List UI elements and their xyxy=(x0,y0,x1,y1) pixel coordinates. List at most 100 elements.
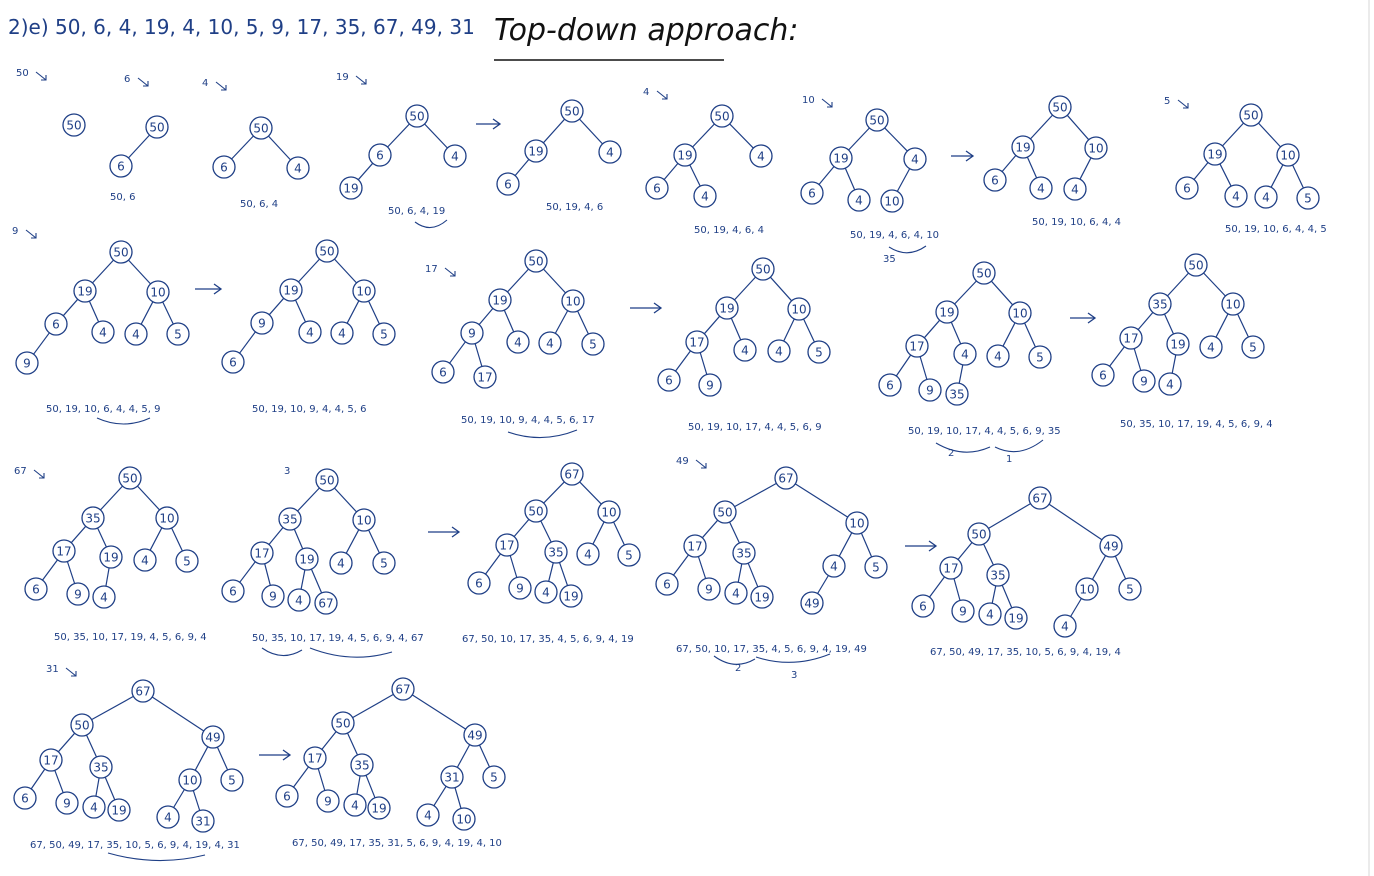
heap-tree-5: 50 19 4 6 50, 19, 4, 6 xyxy=(496,99,622,213)
tree-edge xyxy=(507,268,529,293)
tree-node: 9 xyxy=(55,791,79,815)
array-caption: 50, 6, 4, 19 xyxy=(388,206,445,217)
tree-node: 50 xyxy=(1239,103,1263,127)
tree-edge xyxy=(357,162,374,181)
node-circle xyxy=(82,795,106,819)
tree-node: 35 xyxy=(732,541,756,565)
tree-edge xyxy=(128,259,151,285)
array-caption: 67, 50, 49, 17, 35, 10, 5, 6, 9, 4, 19, … xyxy=(30,840,240,851)
tree-node: 35 xyxy=(986,563,1010,587)
tree-edge xyxy=(268,297,285,316)
tree-node: 4 xyxy=(1254,185,1278,209)
tree-edge xyxy=(542,118,566,144)
tree-node: 50 xyxy=(109,240,133,264)
tree-edge xyxy=(1237,313,1249,338)
tree-node: 4 xyxy=(598,140,622,164)
tree-edge xyxy=(509,555,518,578)
tree-edge xyxy=(100,485,123,511)
node-value: 5 xyxy=(872,561,880,575)
tree-edge xyxy=(57,732,76,753)
node-value: 4 xyxy=(701,190,709,204)
node-circle xyxy=(488,288,512,312)
node-value: 10 xyxy=(356,514,371,528)
node-value: 4 xyxy=(1061,620,1069,634)
tree-node: 50 xyxy=(62,113,86,137)
node-value: 17 xyxy=(909,340,924,354)
node-circle xyxy=(316,789,340,813)
tree-node: 19 xyxy=(367,796,391,820)
tree-edge xyxy=(356,775,361,795)
tree-node: 17 xyxy=(905,334,929,358)
heap-tree-1: 50 50 xyxy=(16,68,86,137)
heap-tree-4: 50 6 4 19 19 50, 6, 4, 19 xyxy=(336,72,467,217)
node-value: 6 xyxy=(229,585,237,599)
tree-edge xyxy=(1024,322,1036,348)
transition-arrow xyxy=(259,749,292,761)
tree-node: 67 xyxy=(314,591,338,615)
tree-node: 10 xyxy=(787,297,811,321)
tree-node: 4 xyxy=(330,321,354,345)
tree-node: 19 xyxy=(829,146,853,170)
tree-edge xyxy=(368,300,380,325)
tree-node: 10 xyxy=(1221,292,1245,316)
tree-node: 17 xyxy=(303,746,327,770)
tree-node: 19 xyxy=(339,176,363,200)
tree-node: 50 xyxy=(145,115,169,139)
node-value: 4 xyxy=(351,799,359,813)
node-value: 19 xyxy=(1207,148,1222,162)
tree-node: 4 xyxy=(82,795,106,819)
node-value: 9 xyxy=(63,797,71,811)
node-circle xyxy=(1166,332,1190,356)
node-circle xyxy=(287,588,311,612)
array-caption: 50, 19, 4, 6, 4, 10 xyxy=(850,230,939,241)
tree-node: 19 xyxy=(750,585,774,609)
tree-edge xyxy=(543,268,566,294)
tree-node: 17 xyxy=(473,365,497,389)
tree-node: 4 xyxy=(576,542,600,566)
tree-edge xyxy=(953,578,961,601)
insert-step-label: 19 xyxy=(336,72,349,83)
tree-node: 49 xyxy=(201,725,225,749)
node-circle xyxy=(878,373,902,397)
node-value: 50 xyxy=(528,505,543,519)
node-value: 4 xyxy=(141,554,149,568)
node-circle xyxy=(343,793,367,817)
node-value: 9 xyxy=(258,317,266,331)
node-circle xyxy=(350,753,374,777)
tree-edge xyxy=(991,585,997,604)
tree-edge xyxy=(577,310,589,335)
node-value: 67 xyxy=(318,597,333,611)
node-value: 4 xyxy=(546,337,554,351)
node-value: 4 xyxy=(514,336,522,350)
tree-node: 67 xyxy=(391,677,415,701)
node-value: 9 xyxy=(926,384,934,398)
tree-edge xyxy=(293,528,304,550)
node-circle xyxy=(416,803,440,827)
tree-node: 50 xyxy=(710,104,734,128)
tree-edge xyxy=(803,318,815,343)
tree-node: 4 xyxy=(693,184,717,208)
node-circle xyxy=(538,331,562,355)
tree-edge xyxy=(162,301,174,325)
node-value: 50 xyxy=(971,528,986,542)
node-circle xyxy=(724,581,748,605)
node-value: 10 xyxy=(1225,298,1240,312)
tree-edge xyxy=(149,527,163,551)
tree-node: 6 xyxy=(800,181,824,205)
tree-edge xyxy=(1222,122,1244,147)
node-circle xyxy=(829,146,853,170)
tree-edge xyxy=(216,746,229,771)
node-value: 50 xyxy=(717,506,732,520)
swap-order-note: 1 xyxy=(1006,454,1012,465)
tree-node: 17 xyxy=(39,748,63,772)
node-circle xyxy=(473,365,497,389)
page-title: Top-down approach: xyxy=(494,13,798,48)
tree-node: 5 xyxy=(220,768,244,792)
node-value: 6 xyxy=(1099,369,1107,383)
node-value: 19 xyxy=(77,285,92,299)
tree-edge xyxy=(919,356,928,380)
tree-node: 4 xyxy=(329,551,353,575)
node-value: 17 xyxy=(1123,332,1138,346)
tree-edge xyxy=(1171,354,1177,374)
arrow-head xyxy=(282,749,292,761)
